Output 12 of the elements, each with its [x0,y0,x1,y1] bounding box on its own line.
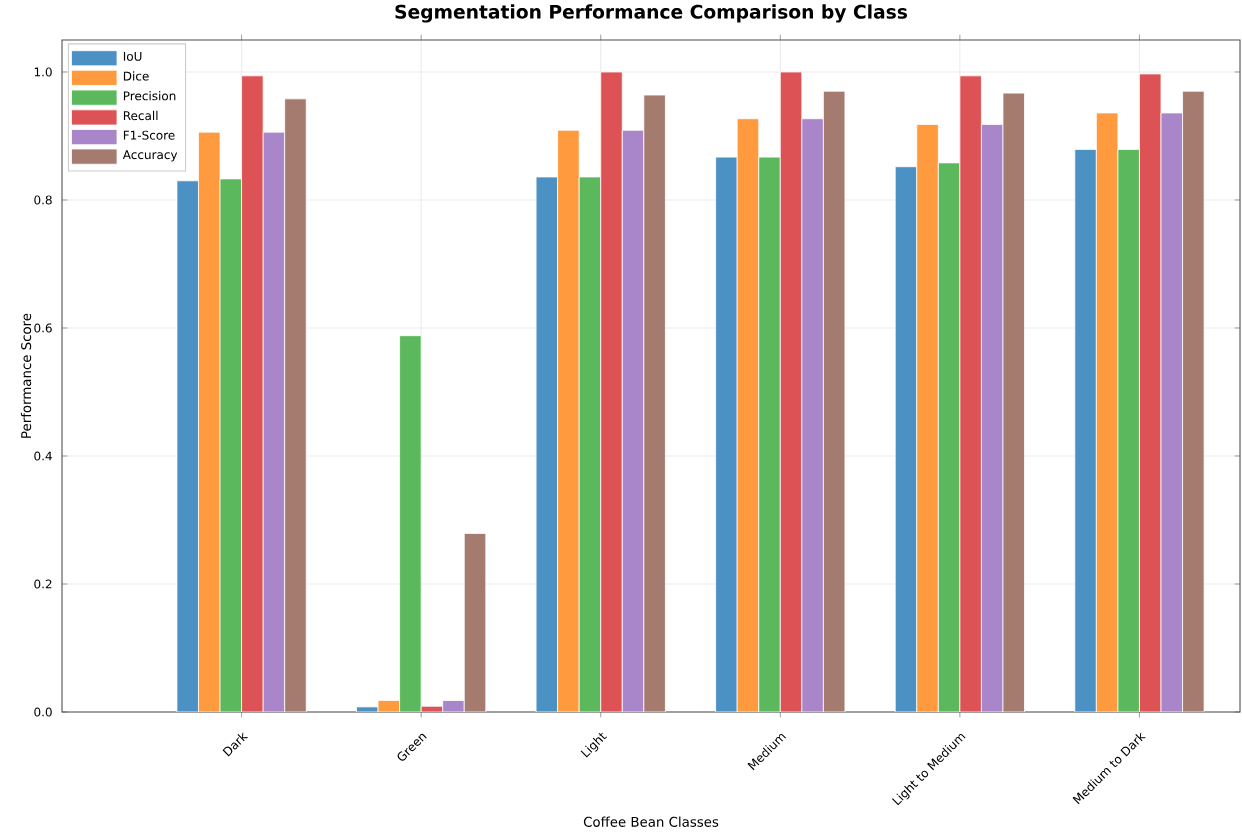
bar [463,533,487,712]
bar [643,94,666,712]
bar [715,156,738,712]
bar [284,98,307,712]
bar [1182,90,1205,712]
bar [535,176,559,712]
bar [823,90,846,712]
bar [1074,149,1097,712]
bar [176,180,199,712]
bar [894,166,918,712]
chart-title: Segmentation Performance Comparison by Class [395,4,907,23]
bar [1002,92,1025,712]
